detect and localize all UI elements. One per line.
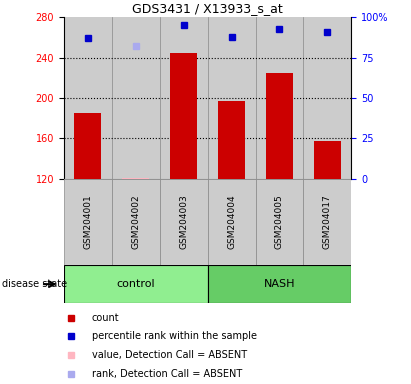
Bar	[159, 179, 208, 265]
Bar	[314, 141, 341, 179]
Bar	[74, 113, 101, 179]
Text: percentile rank within the sample: percentile rank within the sample	[92, 331, 256, 341]
Bar	[64, 179, 112, 265]
Bar	[208, 265, 351, 303]
Bar	[159, 17, 208, 179]
Bar	[303, 179, 351, 265]
Text: rank, Detection Call = ABSENT: rank, Detection Call = ABSENT	[92, 369, 242, 379]
Bar	[64, 265, 208, 303]
Text: count: count	[92, 313, 119, 323]
Text: disease state: disease state	[2, 279, 67, 289]
Text: value, Detection Call = ABSENT: value, Detection Call = ABSENT	[92, 350, 247, 360]
Text: control: control	[116, 279, 155, 289]
Bar	[256, 17, 303, 179]
Bar	[303, 17, 351, 179]
Bar	[256, 179, 303, 265]
Title: GDS3431 / X13933_s_at: GDS3431 / X13933_s_at	[132, 2, 283, 15]
Bar	[208, 17, 256, 179]
Text: GSM204001: GSM204001	[83, 194, 92, 249]
Text: GSM204004: GSM204004	[227, 194, 236, 249]
Text: GSM204003: GSM204003	[179, 194, 188, 249]
Bar	[112, 17, 159, 179]
Bar	[218, 101, 245, 179]
Text: GSM204002: GSM204002	[131, 194, 140, 249]
Bar	[171, 53, 197, 179]
Bar	[64, 17, 112, 179]
Bar	[122, 177, 149, 179]
Text: NASH: NASH	[264, 279, 295, 289]
Bar	[266, 73, 293, 179]
Bar	[208, 179, 256, 265]
Text: GSM204005: GSM204005	[275, 194, 284, 249]
Bar	[112, 179, 159, 265]
Text: GSM204017: GSM204017	[323, 194, 332, 249]
